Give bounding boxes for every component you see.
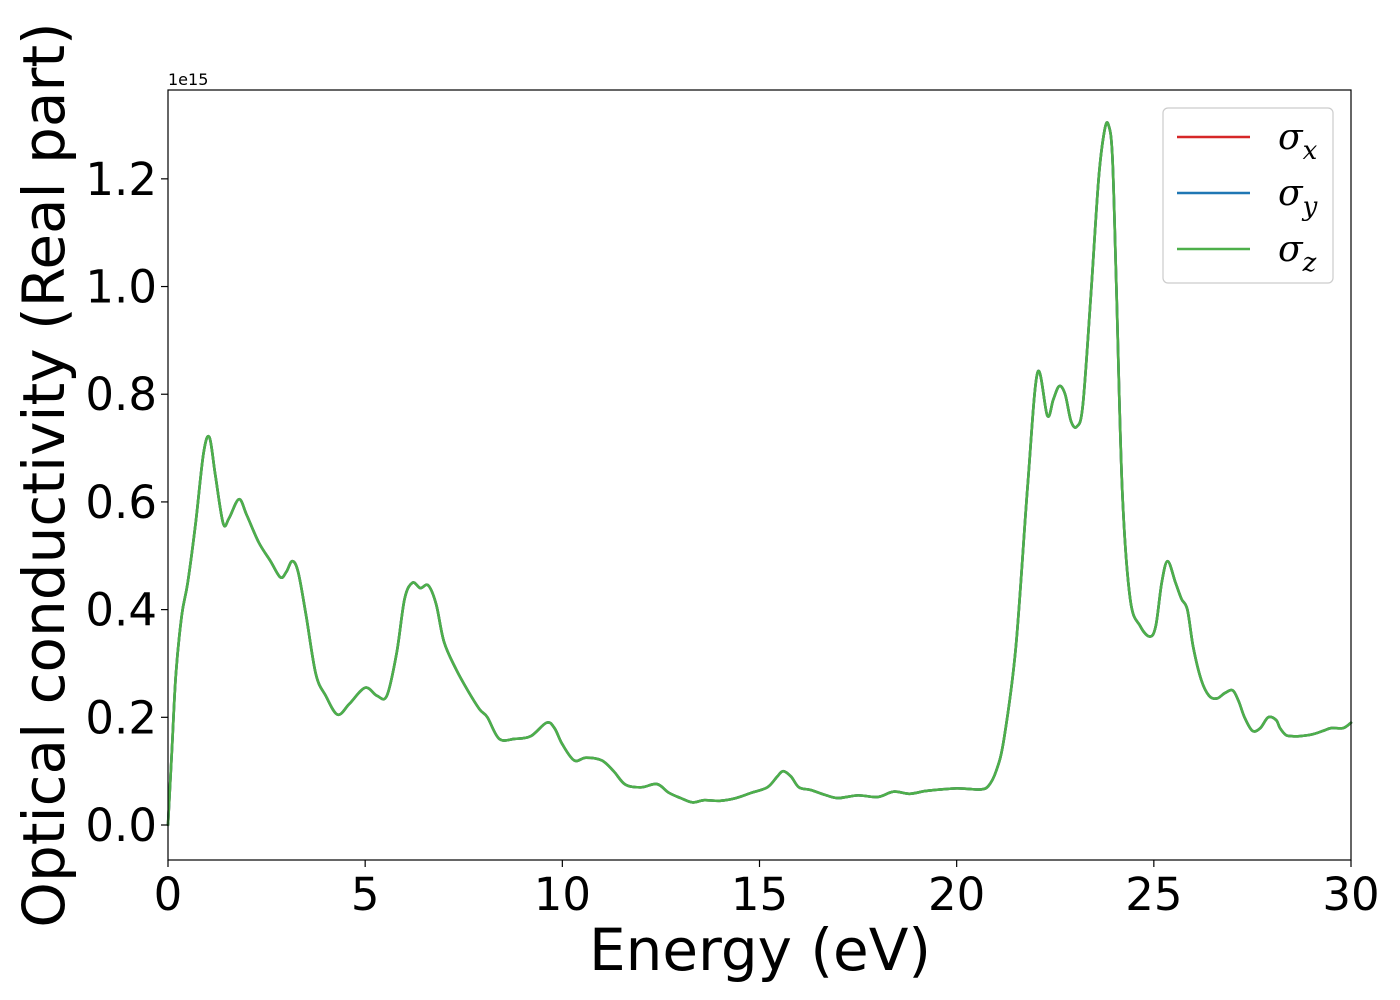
x-tick-label: 0 — [154, 868, 183, 921]
legend-label-y: σy — [1278, 173, 1318, 222]
legend: σx σy σz — [1162, 107, 1334, 284]
x-tick-label: 20 — [928, 868, 985, 921]
legend-box — [1162, 107, 1334, 284]
y-tick-label: 0.6 — [85, 476, 157, 529]
y-tick-label: 0.0 — [85, 799, 157, 852]
series-line-z — [166, 121, 1353, 827]
x-axis-label: Energy (eV) — [589, 916, 931, 984]
y-axis: 0.0 0.2 0.4 0.6 0.8 1.0 1.2 — [85, 153, 168, 852]
x-axis: 0 5 10 15 20 25 30 — [154, 860, 1380, 921]
x-tick-label: 5 — [351, 868, 380, 921]
y-tick-label: 1.0 — [85, 261, 157, 314]
plot-area — [168, 90, 1351, 860]
y-tick-label: 0.4 — [85, 584, 157, 637]
x-tick-label: 10 — [534, 868, 591, 921]
x-tick-label: 25 — [1125, 868, 1182, 921]
x-tick-label: 30 — [1322, 868, 1379, 921]
y-axis-label: Optical conductivity (Real part) — [10, 22, 78, 927]
legend-label-z: σz — [1278, 229, 1317, 278]
series-layer — [166, 121, 1353, 827]
legend-label-x: σx — [1278, 117, 1318, 166]
y-offset-label: 1e15 — [168, 70, 208, 89]
x-tick-label: 15 — [731, 868, 788, 921]
y-tick-label: 0.8 — [85, 368, 157, 421]
y-tick-label: 0.2 — [85, 691, 157, 744]
y-tick-label: 1.2 — [85, 153, 157, 206]
